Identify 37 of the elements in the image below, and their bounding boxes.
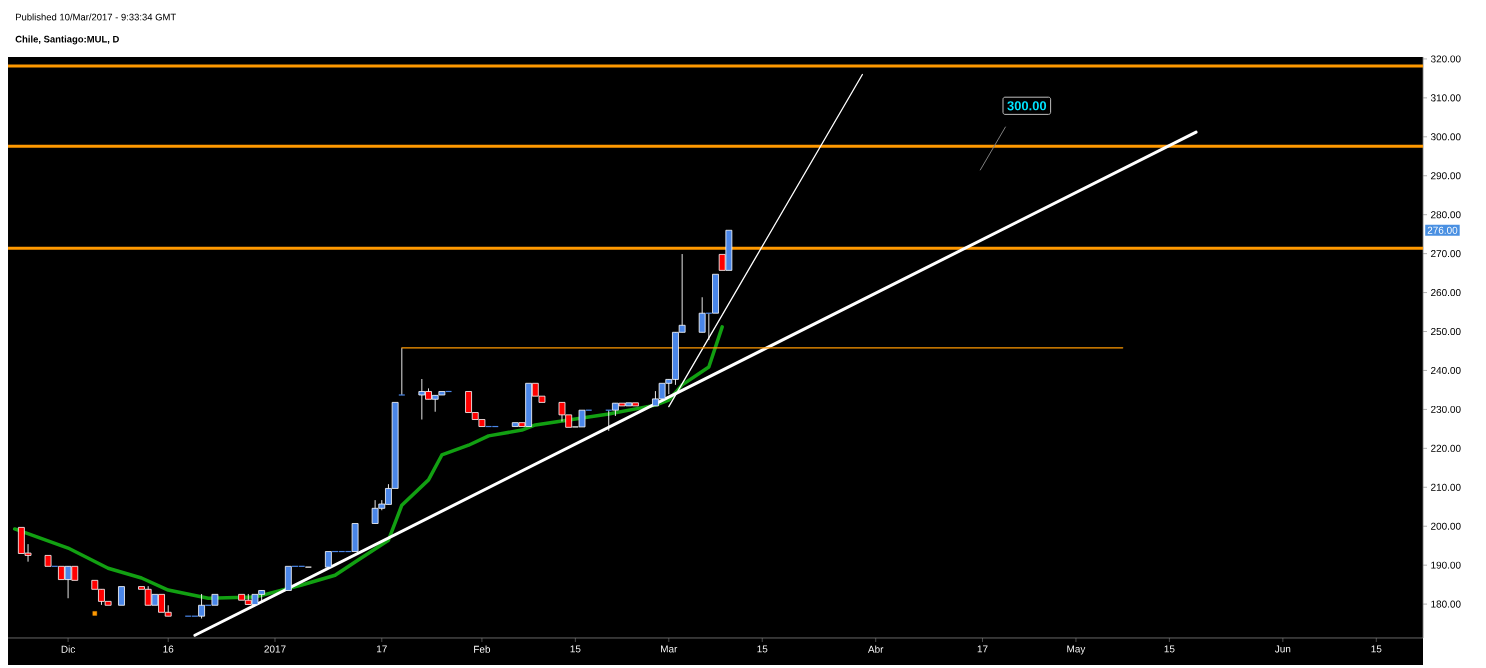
y-tick-label: 240.00 <box>1431 366 1461 374</box>
y-tick-label: 180.00 <box>1431 600 1461 608</box>
y-tick-label: 270.00 <box>1431 250 1461 258</box>
candlestick <box>44 555 52 567</box>
x-tick-label: 17 <box>377 645 387 653</box>
chart-title: Chile, Santiago:MUL, D <box>15 35 119 45</box>
candlestick <box>398 347 406 396</box>
x-tick-label: Dic <box>61 645 76 653</box>
x-tick-label: 15 <box>1371 645 1382 653</box>
x-tick-label: 2017 <box>264 645 286 653</box>
y-tick-label: 230.00 <box>1431 405 1461 413</box>
y-tick-label: 190.00 <box>1431 561 1461 569</box>
line-series <box>12 325 724 601</box>
annotation: 276.00 <box>1427 226 1458 234</box>
y-tick-label: 280.00 <box>1431 211 1461 219</box>
x-tick-label: 17 <box>977 645 988 653</box>
y-tick-label: 290.00 <box>1431 172 1461 180</box>
x-tick-label: Abr <box>867 645 884 653</box>
x-tick-label: 15 <box>570 645 581 653</box>
text: Published 10/Mar/2017 - 9:33:34 GMT <box>16 13 176 21</box>
annotation: 300.00 <box>1007 101 1047 111</box>
x-tick-label: Feb <box>474 645 491 653</box>
x-tick-label: 15 <box>1164 645 1175 653</box>
y-tick-label: 210.00 <box>1431 483 1461 491</box>
y-tick-label: 320.00 <box>1430 55 1461 63</box>
x-tick-label: Mar <box>661 645 678 653</box>
y-tick-label: 200.00 <box>1431 522 1461 530</box>
y-tick-label: 260.00 <box>1431 289 1461 297</box>
x-tick-label: 15 <box>757 645 768 653</box>
candlestick <box>118 586 125 606</box>
y-tick-label: 300.00 <box>1430 133 1461 141</box>
y-tick-label: 310.00 <box>1430 94 1461 102</box>
x-tick-label: May <box>1067 645 1086 655</box>
y-tick-label: 220.00 <box>1431 444 1461 452</box>
x-tick-label: Jun <box>1274 645 1291 653</box>
x-tick-label: 16 <box>163 645 174 653</box>
y-tick-label: 250.00 <box>1431 328 1461 336</box>
